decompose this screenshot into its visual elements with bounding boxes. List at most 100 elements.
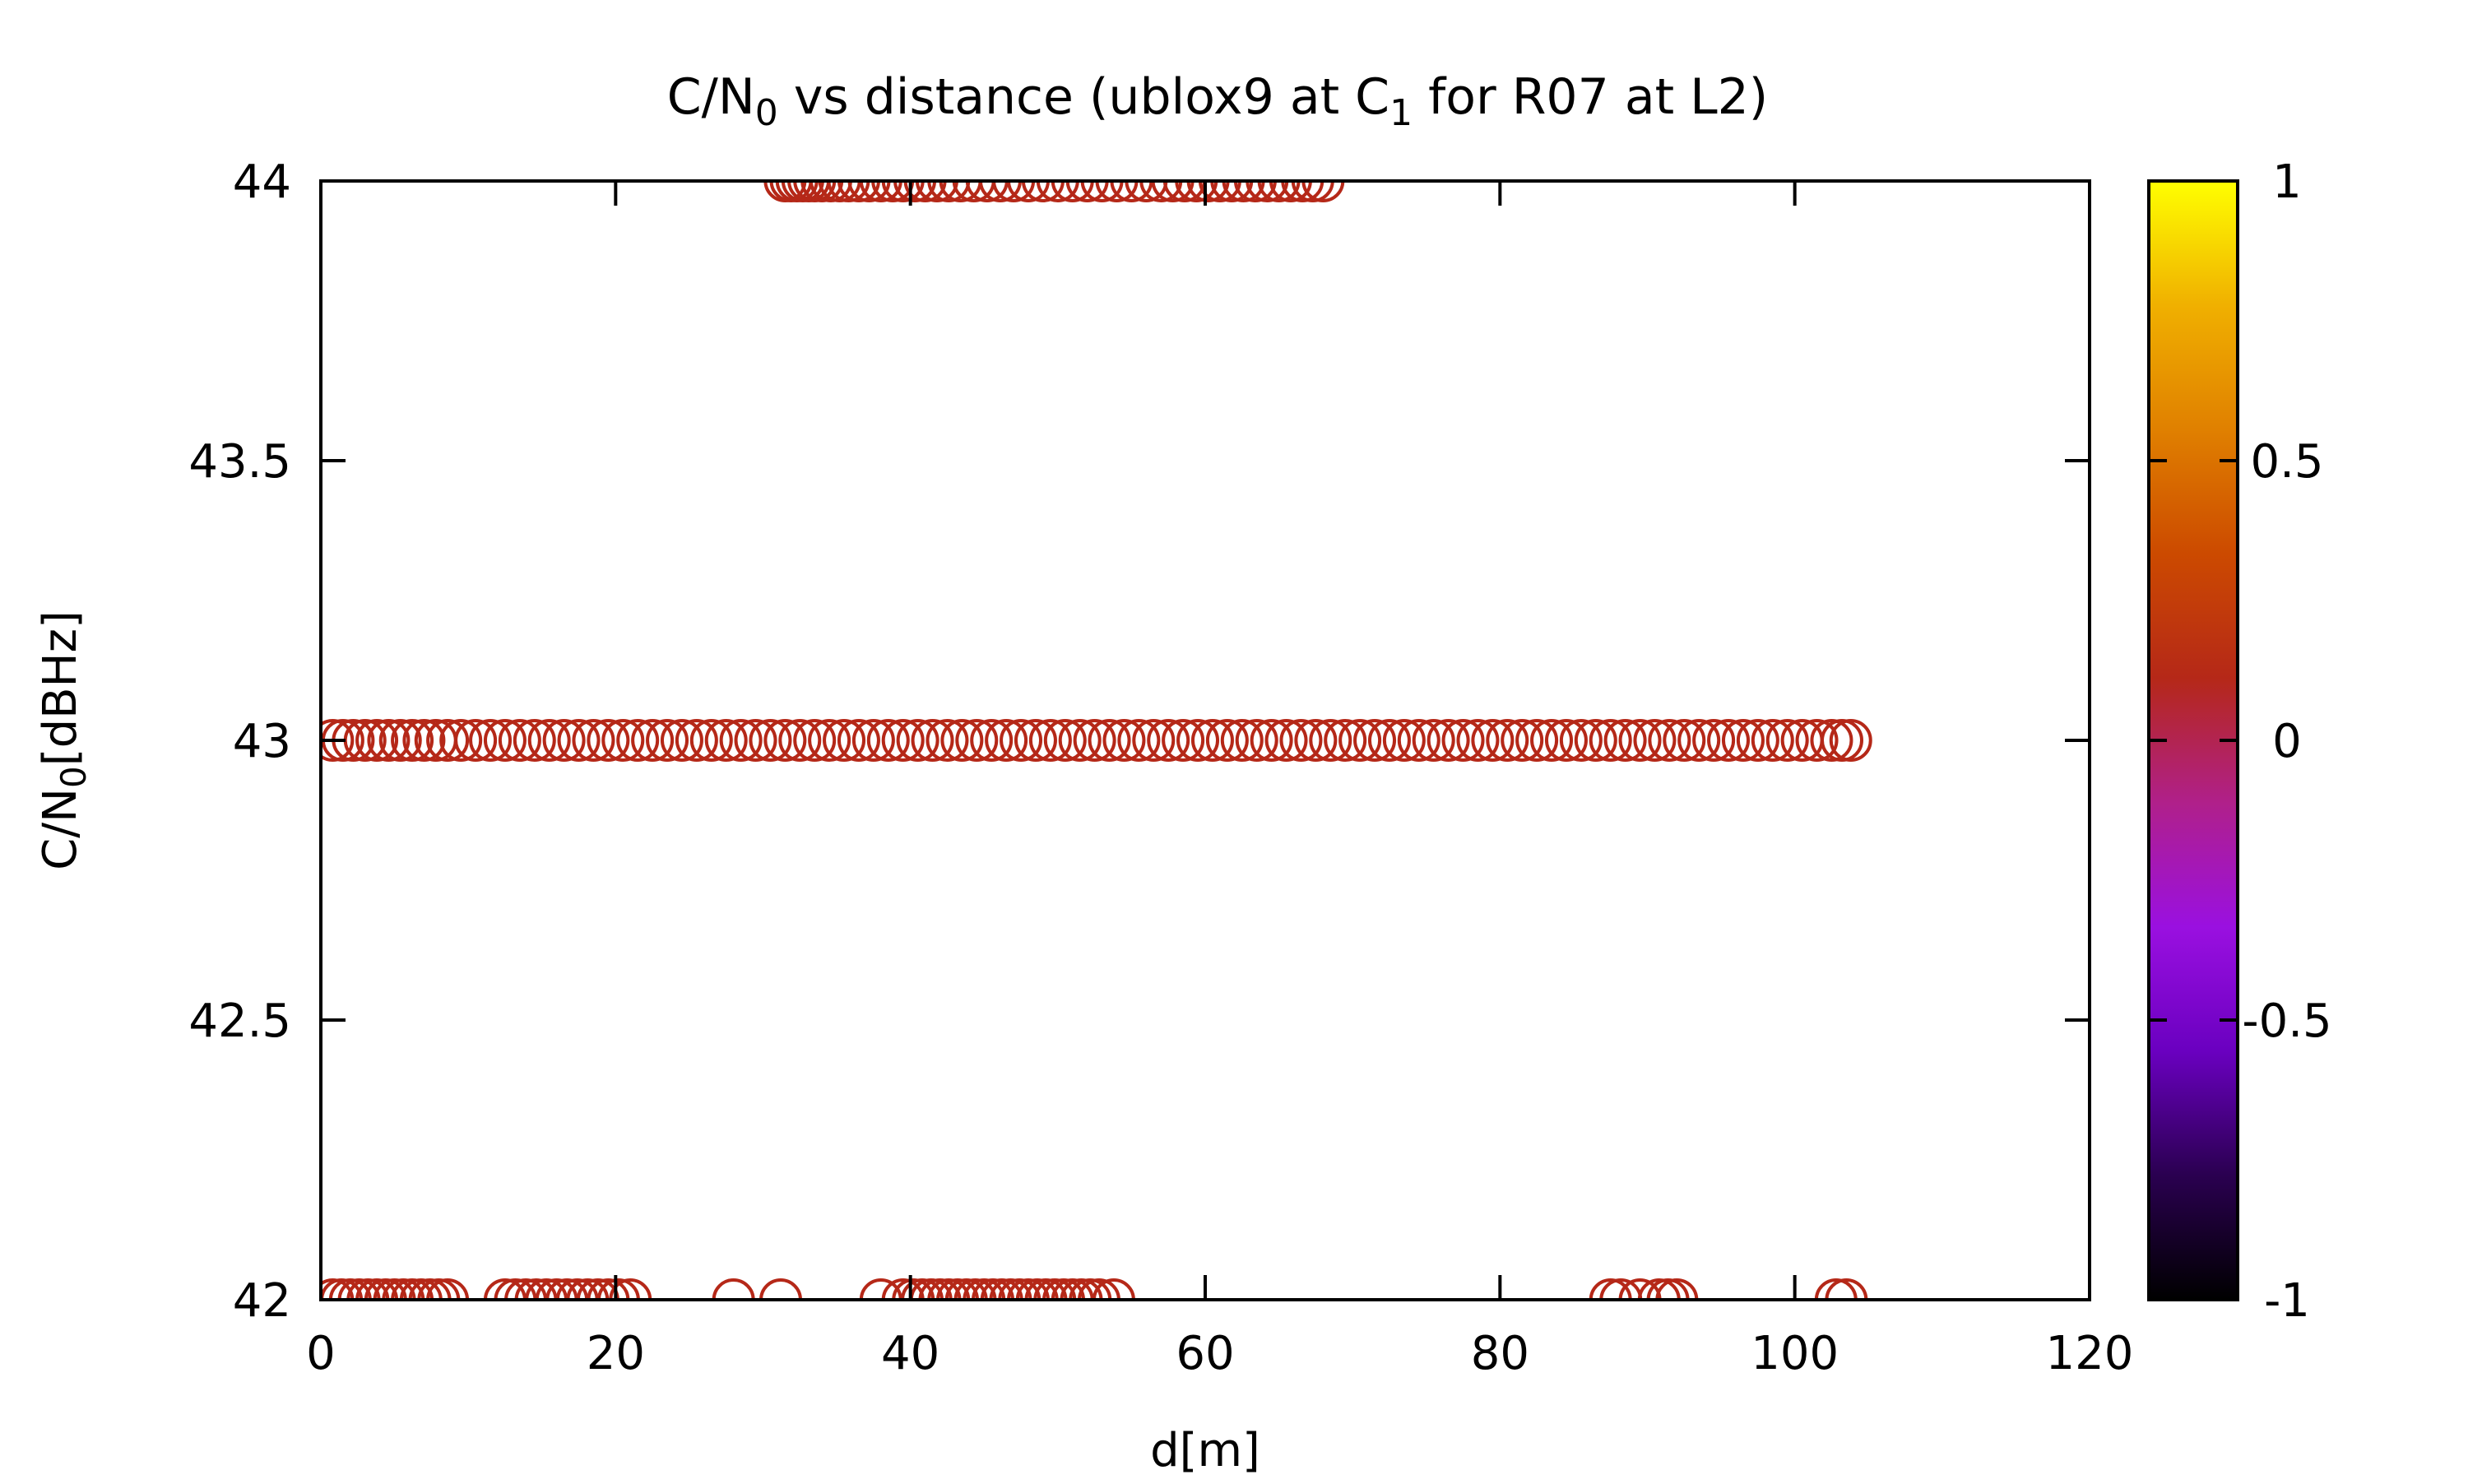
data-point bbox=[1618, 1278, 1662, 1300]
data-point bbox=[1210, 181, 1254, 202]
data-point bbox=[1501, 719, 1544, 762]
data-point bbox=[1024, 1278, 1068, 1300]
data-point bbox=[373, 1278, 416, 1300]
data-point bbox=[955, 719, 999, 762]
data-point bbox=[469, 719, 513, 762]
data-point bbox=[859, 181, 902, 202]
y-tick-label: 42 bbox=[233, 1274, 291, 1328]
data-point bbox=[1648, 719, 1691, 762]
data-point bbox=[1092, 1278, 1135, 1300]
data-point bbox=[859, 1278, 902, 1300]
data-point bbox=[1810, 719, 1853, 762]
colorbar-tick-label: -0.5 bbox=[2242, 995, 2331, 1048]
chart-title: C/N0 vs distance (ublox9 at C1 for R07 a… bbox=[667, 68, 1768, 134]
data-point bbox=[940, 719, 984, 762]
data-point bbox=[1132, 719, 1176, 762]
data-points bbox=[321, 181, 1872, 1300]
y-tick-label: 43.5 bbox=[188, 435, 291, 489]
data-point bbox=[566, 1278, 610, 1300]
data-point bbox=[1301, 181, 1345, 202]
data-point bbox=[572, 719, 615, 762]
data-point bbox=[1233, 181, 1277, 202]
x-axis-ticks: 0 20 40 60 80 100 120 bbox=[306, 181, 2133, 1380]
data-point bbox=[823, 719, 866, 762]
data-point bbox=[601, 719, 645, 762]
data-point bbox=[893, 181, 937, 202]
data-point bbox=[1599, 1278, 1643, 1300]
data-point bbox=[646, 719, 689, 762]
data-point bbox=[998, 1278, 1041, 1300]
data-point bbox=[847, 181, 891, 202]
data-point bbox=[1080, 181, 1124, 202]
data-point bbox=[1139, 181, 1183, 202]
data-point bbox=[1264, 719, 1308, 762]
data-point bbox=[965, 181, 1009, 202]
data-point bbox=[660, 719, 703, 762]
data-point bbox=[1427, 719, 1470, 762]
data-point bbox=[587, 719, 630, 762]
data-point bbox=[1692, 719, 1736, 762]
data-point bbox=[1033, 1278, 1077, 1300]
data-point bbox=[1028, 719, 1072, 762]
data-point bbox=[1198, 181, 1241, 202]
data-point bbox=[778, 719, 822, 762]
x-tick-label: 60 bbox=[1176, 1327, 1234, 1380]
data-point bbox=[1078, 1278, 1120, 1300]
data-point bbox=[1655, 1278, 1699, 1300]
data-point bbox=[970, 719, 1014, 762]
data-point bbox=[1829, 719, 1872, 762]
data-point bbox=[704, 719, 748, 762]
x-tick-label: 120 bbox=[2046, 1327, 2134, 1380]
data-point bbox=[514, 1278, 558, 1300]
data-point bbox=[911, 719, 954, 762]
data-point bbox=[545, 1278, 589, 1300]
data-point bbox=[896, 719, 939, 762]
data-point bbox=[1397, 719, 1440, 762]
data-point bbox=[1147, 719, 1190, 762]
data-point bbox=[631, 719, 675, 762]
data-point bbox=[1736, 719, 1779, 762]
data-point bbox=[1015, 1278, 1059, 1300]
data-point bbox=[1515, 719, 1559, 762]
data-point bbox=[837, 181, 880, 202]
data-point bbox=[689, 719, 733, 762]
data-point bbox=[1102, 719, 1146, 762]
data-point bbox=[1637, 1278, 1681, 1300]
data-point bbox=[1060, 1278, 1103, 1300]
y-tick-label: 44 bbox=[233, 155, 291, 209]
data-point bbox=[1530, 719, 1574, 762]
data-point bbox=[321, 1278, 355, 1300]
data-point bbox=[1151, 181, 1195, 202]
data-point bbox=[985, 719, 1028, 762]
data-point bbox=[483, 1278, 527, 1300]
data-point bbox=[1176, 719, 1220, 762]
plot-frame bbox=[319, 179, 2091, 1301]
data-point bbox=[809, 181, 852, 202]
x-tick-label: 40 bbox=[881, 1327, 939, 1380]
data-point bbox=[851, 719, 895, 762]
data-point bbox=[936, 1278, 979, 1300]
data-point bbox=[827, 181, 870, 202]
data-point bbox=[1190, 719, 1234, 762]
data-point bbox=[1007, 181, 1050, 202]
data-point bbox=[1324, 719, 1367, 762]
data-point bbox=[1814, 1278, 1858, 1300]
data-point bbox=[881, 719, 925, 762]
data-point bbox=[749, 719, 792, 762]
data-point bbox=[1677, 719, 1721, 762]
data-point bbox=[1088, 719, 1131, 762]
data-point bbox=[1633, 719, 1677, 762]
data-point bbox=[504, 1278, 548, 1300]
data-point bbox=[1051, 181, 1094, 202]
data-point bbox=[1294, 719, 1338, 762]
data-point bbox=[576, 1278, 619, 1300]
data-point bbox=[818, 181, 861, 202]
data-point bbox=[901, 1278, 944, 1300]
colorbar-tick-label: 0.5 bbox=[2250, 435, 2323, 489]
data-point bbox=[1246, 181, 1289, 202]
data-point bbox=[1589, 1278, 1632, 1300]
data-point bbox=[915, 181, 958, 202]
x-axis-label: d[m] bbox=[1150, 1424, 1260, 1477]
data-point bbox=[1646, 1278, 1690, 1300]
data-point bbox=[525, 1278, 568, 1300]
